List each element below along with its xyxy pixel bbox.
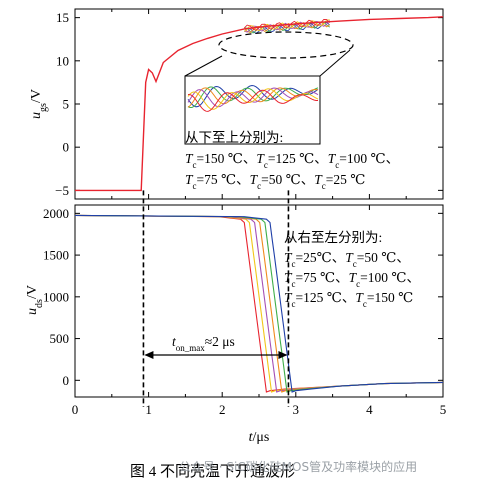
bottom-xtick-label: 0 [72, 402, 79, 417]
bottom-series-group [74, 214, 444, 393]
uds-trace [74, 214, 444, 393]
uds-trace [74, 214, 444, 393]
figure-caption: 图 4 不同壳温下开通波形 [130, 463, 295, 480]
ton-arrow-right [278, 351, 288, 359]
top-ytick-label: 15 [56, 10, 69, 25]
inset-trace [187, 84, 319, 108]
top-ytick-label: 5 [63, 97, 70, 112]
bottom-annotation-line-1: 从右至左分别为: [284, 230, 382, 245]
ugs-trace [75, 16, 444, 192]
zoom-connector-right [319, 49, 351, 77]
top-zoom-region-trace [243, 19, 331, 31]
timing-markers [142, 190, 290, 407]
bottom-xtick-label: 5 [440, 402, 447, 417]
watermark: 公众号 · SiC碳化硅MOS管及功率模块的应用 [179, 459, 417, 474]
bottom-xtick-label: 4 [366, 402, 373, 417]
bottom-annotation-line-3: Tc=75 ℃、Tc=100 ℃、 [284, 270, 420, 289]
uds-trace [74, 214, 444, 393]
inset-trace [187, 88, 319, 110]
uds-trace [74, 214, 444, 393]
inset-trace [187, 89, 318, 112]
top-series-group [75, 16, 444, 192]
top-ytick-label: 0 [63, 140, 70, 155]
inset-trace [187, 86, 319, 108]
bottom-ytick-label: 1000 [43, 289, 69, 304]
bottom-ytick-label: 0 [63, 373, 70, 388]
bottom-annotation-line-2: Tc=25℃、Tc=50 ℃、 [284, 250, 410, 269]
bottom-xtick-label: 2 [219, 402, 226, 417]
top-y-axis-label: ugs/V [29, 89, 49, 119]
top-y-ticks: −5 0 5 10 15 [55, 9, 443, 199]
bottom-xtick-label: 1 [145, 402, 152, 417]
bottom-ytick-label: 1500 [43, 248, 69, 263]
bottom-ytick-label: 500 [50, 331, 70, 346]
ton-arrow-left [144, 351, 154, 359]
x-axis-label: t/μs [249, 430, 270, 445]
ton-label: ton_max≈2 μs [172, 334, 235, 353]
uds-trace [74, 214, 444, 393]
zoom-ellipse [218, 31, 354, 59]
bottom-annotation-line-4: Tc=125 ℃、Tc=150 ℃ [284, 290, 413, 309]
bottom-xtick-label: 3 [293, 402, 300, 417]
bottom-ticks: 0 500 1000 1500 2000 0 1 2 3 4 5 [43, 205, 446, 417]
top-annotation-line-1: 从下至上分别为: [185, 130, 283, 145]
zoom-inset-series [187, 84, 319, 112]
bottom-ytick-label: 2000 [43, 206, 69, 221]
top-annotation-line-3: Tc=75 ℃、Tc=50 ℃、Tc=25 ℃ [185, 172, 365, 191]
bottom-y-axis-label: uds/V [25, 285, 45, 315]
zoom-inset-box [184, 75, 321, 145]
top-annotation-line-2: Tc=150 ℃、Tc=125 ℃、Tc=100 ℃、 [185, 151, 399, 170]
top-ytick-label: 10 [56, 53, 69, 68]
zoom-connector-left [184, 55, 223, 77]
uds-trace [74, 214, 444, 393]
top-ytick-label: −5 [55, 183, 69, 198]
